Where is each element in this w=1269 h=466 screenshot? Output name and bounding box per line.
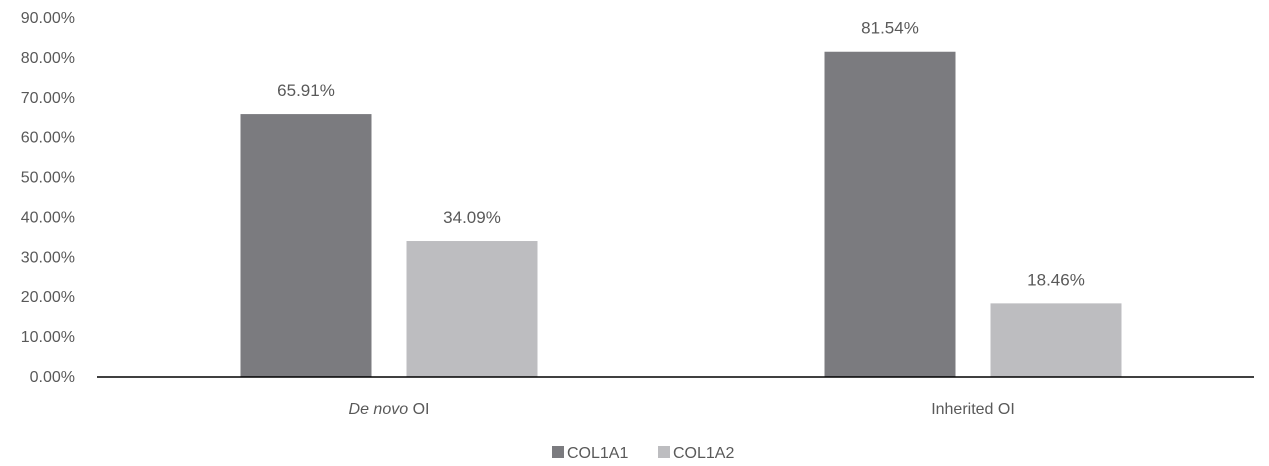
data-labels: 65.91% 81.54% 34.09% 18.46% — [277, 19, 1085, 290]
legend-swatch-col1a1 — [552, 446, 564, 458]
y-tick-label: 50.00% — [21, 170, 75, 187]
y-axis-ticks: 0.00% 10.00% 20.00% 30.00% 40.00% 50.00% 60.00… — [21, 10, 75, 386]
y-tick-label: 70.00% — [21, 90, 75, 107]
data-label: 18.46% — [1027, 270, 1085, 289]
category-labels: De novo OI Inherited OI — [349, 401, 1015, 418]
bar-col1a1-1 — [240, 114, 372, 377]
bar-col1a2-2 — [990, 303, 1122, 377]
y-tick-label: 90.00% — [21, 10, 75, 27]
y-tick-label: 0.00% — [30, 369, 75, 386]
data-label: 81.54% — [861, 19, 919, 38]
bar-col1a2-1 — [406, 241, 538, 377]
legend-swatch-col1a2 — [658, 446, 670, 458]
bar-col1a1-2 — [824, 51, 956, 377]
y-tick-label: 60.00% — [21, 130, 75, 147]
bars — [240, 51, 1122, 377]
legend: COL1A1 COL1A2 — [552, 445, 734, 462]
data-label: 65.91% — [277, 81, 335, 100]
y-tick-label: 10.00% — [21, 329, 75, 346]
y-tick-label: 40.00% — [21, 209, 75, 226]
y-tick-label: 80.00% — [21, 50, 75, 67]
category-label: De novo OI — [349, 401, 430, 418]
legend-label-col1a2: COL1A2 — [673, 445, 734, 462]
y-tick-label: 30.00% — [21, 249, 75, 266]
legend-label-col1a1: COL1A1 — [567, 445, 628, 462]
y-tick-label: 20.00% — [21, 289, 75, 306]
data-label: 34.09% — [443, 208, 501, 227]
category-label: Inherited OI — [931, 401, 1015, 418]
